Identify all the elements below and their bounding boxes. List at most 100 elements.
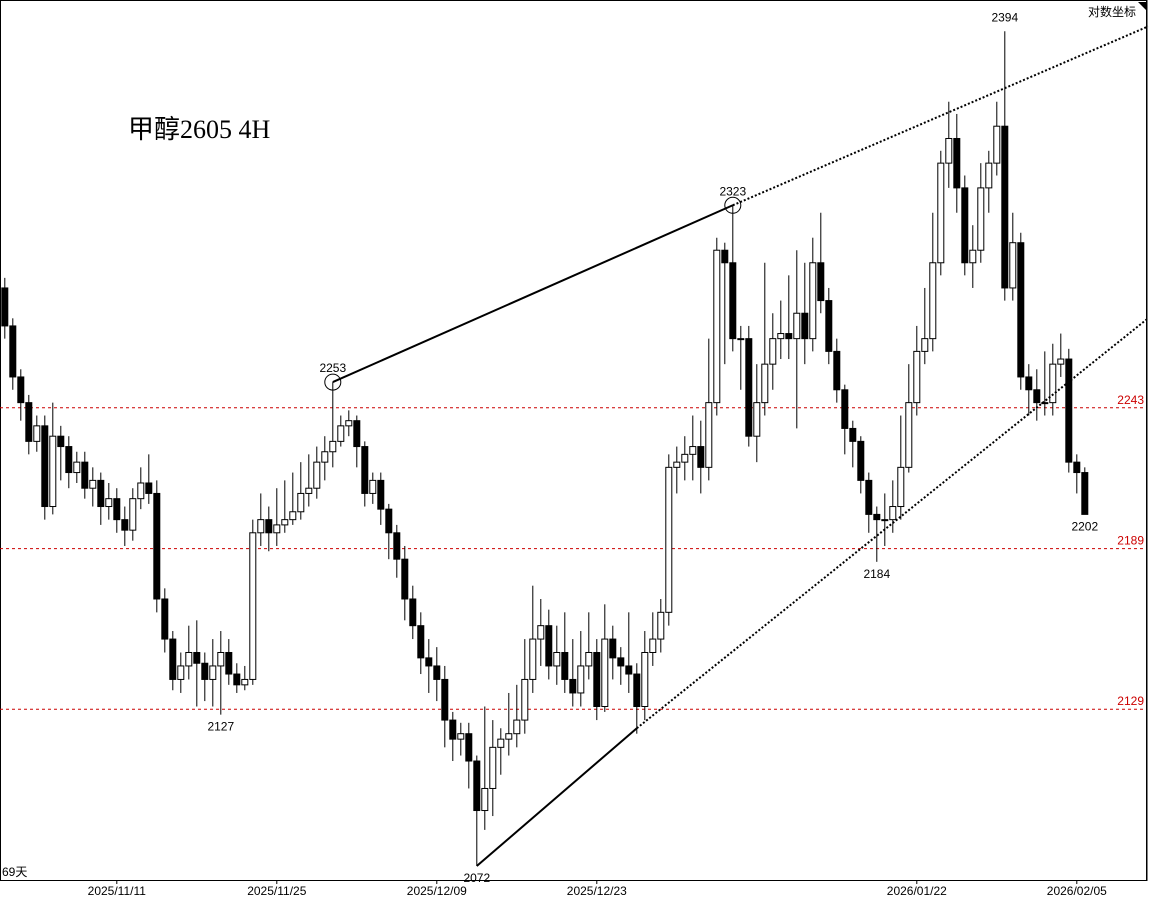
- candle-body: [169, 638, 177, 680]
- pivot-circle: [324, 373, 342, 391]
- candle-body: [273, 524, 281, 534]
- high-label: 2253: [319, 361, 346, 375]
- candle-body: [177, 665, 185, 680]
- candle-body: [865, 479, 873, 515]
- candle-body: [625, 665, 633, 675]
- pivot-circle: [724, 196, 742, 214]
- candle-body: [17, 376, 25, 404]
- candle-body: [1, 287, 9, 327]
- candle-body: [369, 479, 377, 494]
- candle-body: [937, 162, 945, 264]
- candle-body: [825, 300, 833, 352]
- candle-body: [521, 678, 529, 721]
- candle-body: [377, 479, 385, 510]
- candle-body: [457, 733, 465, 740]
- candle-body: [241, 678, 249, 686]
- candle-body: [905, 402, 913, 468]
- candle-body: [481, 787, 489, 812]
- candle-body: [1049, 363, 1057, 404]
- candle-body: [329, 440, 337, 453]
- candle-body: [921, 338, 929, 352]
- candle-body: [889, 506, 897, 521]
- candle-body: [161, 598, 169, 640]
- candle-body: [289, 511, 297, 521]
- low-label: 2072: [463, 871, 490, 885]
- candle-body: [129, 498, 137, 531]
- candle-body: [137, 482, 145, 500]
- candle-body: [505, 733, 513, 740]
- candle-body: [1065, 358, 1073, 463]
- candle-body: [897, 466, 905, 508]
- candle-body: [65, 446, 73, 474]
- corner-mark: [1138, 2, 1147, 11]
- candle-body: [969, 249, 977, 264]
- candle-body: [913, 350, 921, 404]
- x-tick-label: 2026/02/05: [1047, 884, 1107, 898]
- candle-body: [33, 425, 41, 442]
- candle-body: [545, 625, 553, 667]
- candle-body: [681, 453, 689, 463]
- candle-body: [49, 435, 57, 508]
- candle-body: [1017, 242, 1025, 378]
- candle-body: [73, 461, 81, 474]
- level-label: 2243: [1117, 393, 1144, 407]
- candle-body: [577, 665, 585, 694]
- candle-body: [809, 262, 817, 340]
- candle-body: [281, 519, 289, 526]
- candle-body: [777, 333, 785, 340]
- candle-body: [57, 435, 65, 448]
- low-label: 2184: [863, 567, 890, 581]
- candle-body: [337, 425, 345, 442]
- low-label: 2202: [1071, 519, 1098, 533]
- candle-body: [1001, 125, 1009, 289]
- candle-body: [1057, 358, 1065, 365]
- trendline: [732, 25, 1149, 207]
- candle-body: [345, 420, 353, 427]
- candle-body: [257, 519, 265, 534]
- candle-body: [593, 651, 601, 708]
- candle-body: [945, 137, 953, 164]
- candle-body: [105, 498, 113, 508]
- candle-body: [705, 402, 713, 468]
- trendline: [332, 204, 734, 383]
- candle-body: [41, 425, 49, 508]
- candle-body: [233, 673, 241, 686]
- candle-body: [145, 482, 153, 494]
- high-label: 2323: [719, 184, 746, 198]
- candle-body: [25, 402, 33, 442]
- candle-body: [873, 513, 881, 521]
- level-label: 2189: [1117, 534, 1144, 548]
- candle-body: [305, 487, 313, 494]
- x-tick-label: 2026/01/22: [887, 884, 947, 898]
- candle-body: [753, 402, 761, 437]
- candle-body: [425, 657, 433, 667]
- candle-body: [537, 625, 545, 640]
- candle-body: [697, 446, 705, 468]
- candle-body: [153, 492, 161, 600]
- candle-body: [673, 461, 681, 468]
- candle-body: [633, 673, 641, 708]
- candle-body: [601, 638, 609, 708]
- candle-body: [393, 532, 401, 560]
- candle-body: [665, 466, 673, 613]
- candle-body: [385, 508, 393, 534]
- candle-body: [321, 451, 329, 463]
- candle-body: [569, 678, 577, 694]
- candle-body: [793, 312, 801, 340]
- scale-label: 对数坐标: [1088, 4, 1136, 19]
- candle-body: [801, 312, 809, 340]
- candle-body: [81, 461, 89, 489]
- candle-body: [113, 498, 121, 521]
- candle-body: [1041, 402, 1049, 405]
- candle-body: [761, 363, 769, 404]
- candle-body: [561, 651, 569, 680]
- candle-body: [361, 446, 369, 494]
- candle-body: [497, 738, 505, 748]
- candle-body: [353, 420, 361, 448]
- candle-body: [489, 746, 497, 789]
- candle-body: [513, 719, 521, 735]
- low-label: 2127: [207, 720, 234, 734]
- candle-body: [1033, 389, 1041, 404]
- candle-body: [721, 249, 729, 264]
